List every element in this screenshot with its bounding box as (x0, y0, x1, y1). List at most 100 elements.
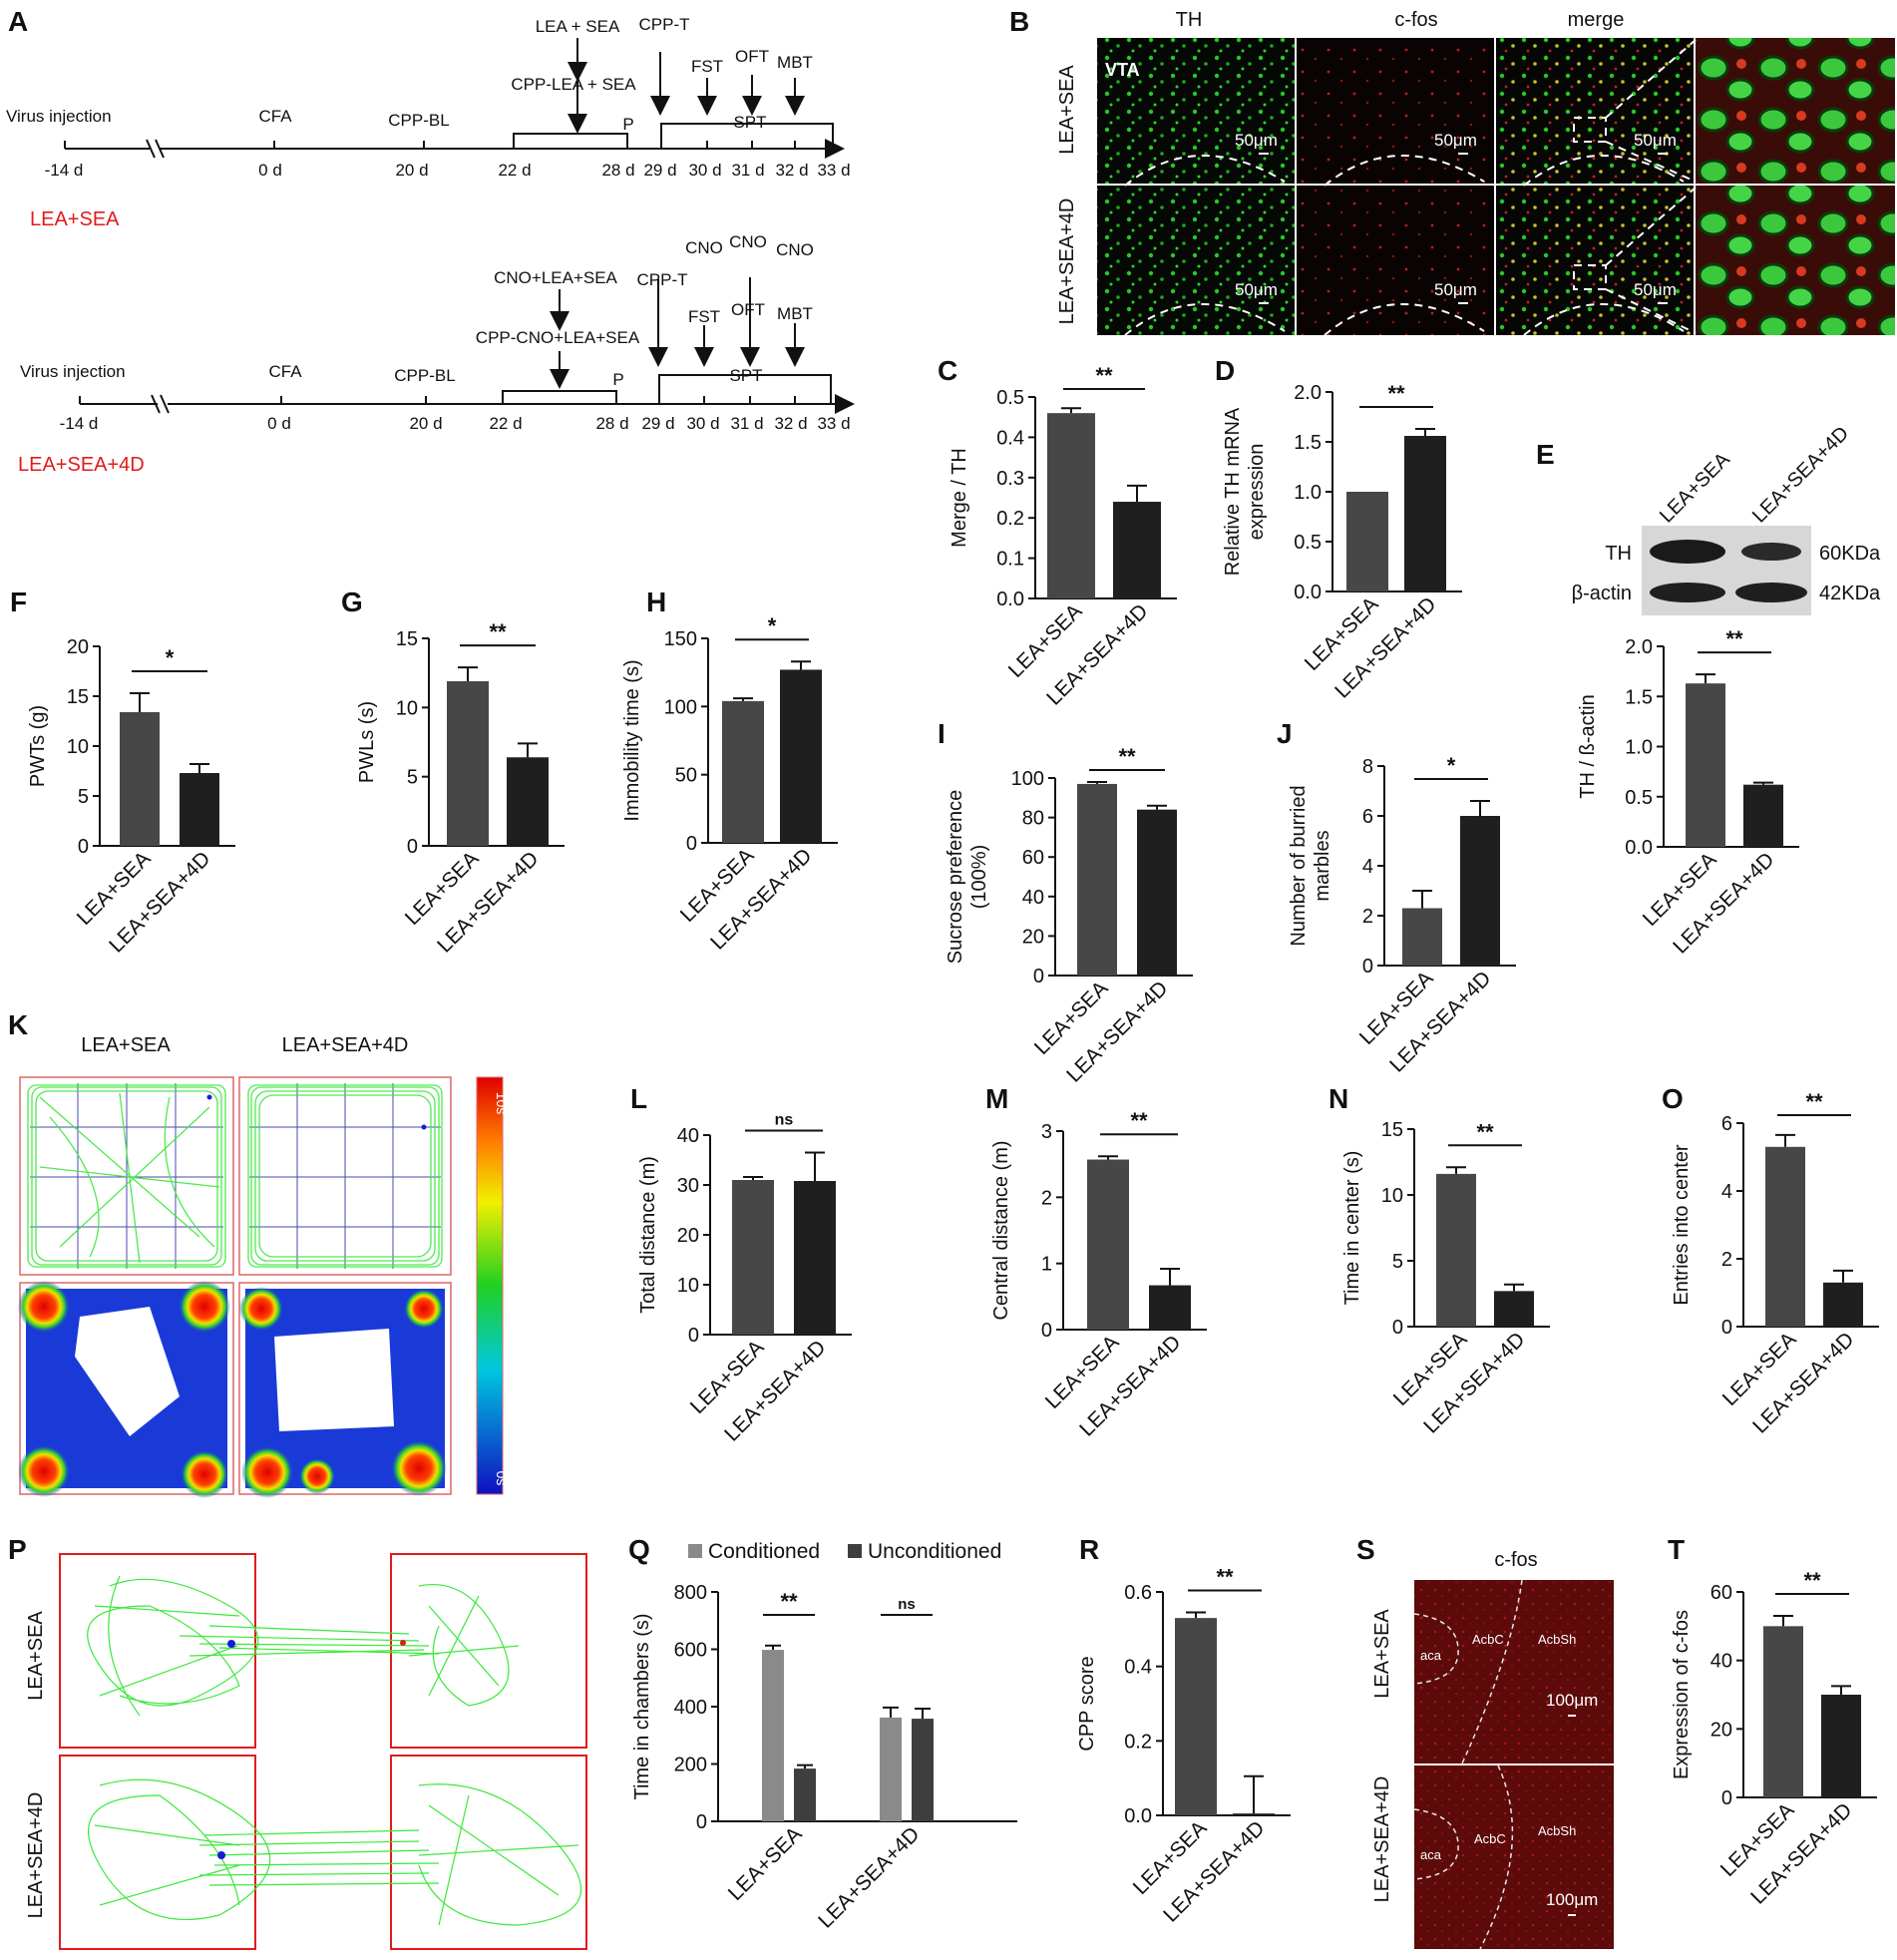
chart-h-tick-label: 50 (675, 765, 697, 787)
chart-q-bar (912, 1719, 934, 1821)
chart-m-ylabel: Central distance (m) (990, 1140, 1012, 1320)
t1-day-0: -14 d (45, 161, 84, 180)
chart-t-tick-label: 40 (1710, 1651, 1732, 1673)
chart-g-tick-label: 15 (396, 628, 418, 650)
chart-j-category-label: LEA+SEA+4D (1385, 967, 1495, 1076)
t2-cno-1: CNO (685, 238, 723, 257)
chart-j-tick-label: 0 (1362, 956, 1373, 978)
t1-cppt-label: CPP-T (639, 15, 690, 34)
chart-i-ylabel: (100%) (968, 845, 990, 909)
e-size-42: 42KDa (1819, 583, 1881, 604)
t2-mbt-label: MBT (777, 304, 813, 323)
chart-t-tick-label: 20 (1710, 1719, 1732, 1741)
chart-d-bar (1346, 492, 1388, 591)
chart-o-tick-label: 4 (1721, 1181, 1732, 1203)
timeline-1 (64, 52, 845, 159)
panel-letter-o: O (1662, 1083, 1684, 1114)
t2-cond-label: CNO+LEA+SEA (494, 268, 617, 287)
chart-f-ylabel: PWTs (g) (27, 705, 49, 787)
panel-letter-h: H (646, 587, 667, 617)
t1-mbt-label: MBT (777, 53, 813, 72)
chart-i-bar (1137, 809, 1177, 976)
t1-group-label: LEA+SEA (30, 208, 120, 230)
chart-l-bar (732, 1180, 774, 1335)
chart-q-bar (880, 1717, 902, 1821)
chart-d-tick-label: 0.5 (1294, 532, 1322, 554)
chart-f-tick-label: 5 (78, 786, 89, 808)
chart-f-tick-label: 0 (78, 836, 89, 858)
chart-j-sig-mark: * (1447, 753, 1456, 778)
t2-day-7: 31 d (730, 414, 763, 433)
chart-e-bar (1686, 683, 1725, 847)
chart-c-tick-label: 0.5 (996, 387, 1024, 409)
b-zoom-row1 (1696, 38, 1895, 184)
chart-n-tick-label: 0 (1392, 1317, 1403, 1339)
chart-m-tick-label: 3 (1041, 1121, 1052, 1143)
p-row-1: LEA+SEA (25, 1611, 47, 1701)
t2-cno-2: CNO (729, 232, 767, 251)
panel-letter-m: M (985, 1083, 1009, 1114)
b-merge-row2 (1496, 186, 1694, 335)
b-zoom-row2 (1696, 186, 1895, 335)
chart-h-tick-label: 150 (664, 628, 697, 650)
chart-l-ylabel: Total distance (m) (637, 1156, 659, 1314)
panel-letter-b: B (1009, 6, 1030, 37)
chart-g-bar (447, 680, 489, 846)
chart-h-tick-label: 100 (664, 696, 697, 718)
chart-t-category-label: LEA+SEA+4D (1746, 1798, 1856, 1908)
panel-letter-i: I (938, 718, 946, 749)
chart-g-tick-label: 0 (407, 836, 418, 858)
s-row-2: LEA+SEA+4D (1371, 1776, 1393, 1903)
s-acbc-2: AcbC (1474, 1831, 1506, 1846)
chart-d-tick-label: 1.0 (1294, 482, 1322, 504)
chart-i-ylabel: Sucrose preference (945, 790, 966, 965)
chart-m-bar (1149, 1285, 1191, 1330)
panel-letter-l: L (630, 1083, 648, 1114)
chart-q-legend-label: Conditioned (708, 1540, 820, 1563)
p-box-1r (390, 1553, 587, 1749)
chart-q-sig-mark: ** (780, 1589, 798, 1614)
chart-r-tick-label: 0.2 (1124, 1731, 1152, 1753)
b-row-1: LEA+SEA (1056, 65, 1078, 155)
chart-n-bar (1436, 1173, 1476, 1327)
chart-q-sig-mark: ns (898, 1596, 916, 1613)
chart-r-sig-mark: ** (1216, 1565, 1234, 1590)
b-cfos-row2 (1297, 186, 1494, 335)
chart-n-ylabel: Time in center (s) (1341, 1151, 1363, 1306)
chart-g-ylabel: PWLs (s) (356, 701, 378, 783)
b-row-2: LEA+SEA+4D (1056, 198, 1078, 325)
chart-i-tick-label: 80 (1022, 808, 1044, 830)
e-row-actin: β-actin (1572, 583, 1632, 604)
b-scale-2: 50μm (1434, 131, 1477, 150)
t2-day-9: 33 d (817, 414, 850, 433)
chart-e: 0.00.51.01.52.0TH / ß-actinLEA+SEALEA+SE… (1577, 626, 1799, 959)
e-size-60: 60KDa (1819, 543, 1881, 565)
chart-n-bar (1494, 1291, 1534, 1327)
e-band-actin-2 (1735, 583, 1807, 602)
b-col-merge: merge (1568, 9, 1625, 31)
panel-letter-n: N (1328, 1083, 1349, 1114)
b-scale-6: 50μm (1634, 280, 1677, 299)
chart-q-tick-label: 400 (674, 1697, 707, 1719)
chart-t-ylabel: Expression of c-fos (1671, 1610, 1693, 1779)
chart-t-bar (1763, 1626, 1803, 1797)
panel-letter-j: J (1277, 718, 1293, 749)
chart-q-tick-label: 200 (674, 1755, 707, 1776)
chart-o-bar (1765, 1146, 1805, 1327)
t1-virus-label: Virus injection (6, 107, 112, 126)
chart-g-tick-label: 5 (407, 767, 418, 789)
t2-group-label: LEA+SEA+4D (18, 454, 145, 476)
chart-h-bar (722, 700, 764, 843)
chart-c-ylabel: Merge / TH (948, 448, 970, 548)
chart-r-tick-label: 0.6 (1124, 1582, 1152, 1604)
k-col-2: LEA+SEA+4D (282, 1034, 409, 1056)
panel-a-timelines: Virus injection CFA CPP-BL LEA + SEA CPP… (6, 15, 855, 476)
chart-q-ylabel: Time in chambers (s) (631, 1613, 653, 1799)
panel-letter-f: F (10, 587, 28, 617)
